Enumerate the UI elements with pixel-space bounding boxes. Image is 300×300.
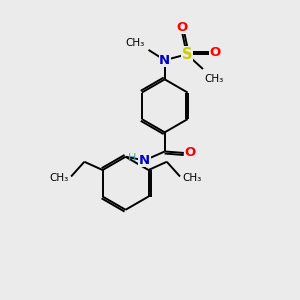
Text: CH₃: CH₃ <box>50 173 69 183</box>
Text: O: O <box>185 146 196 159</box>
Text: H: H <box>128 153 136 163</box>
Text: N: N <box>159 54 170 67</box>
Text: CH₃: CH₃ <box>182 173 202 183</box>
Text: S: S <box>182 47 192 62</box>
Text: O: O <box>210 46 221 59</box>
Text: N: N <box>139 154 150 167</box>
Text: CH₃: CH₃ <box>205 74 224 84</box>
Text: CH₃: CH₃ <box>126 38 145 47</box>
Text: O: O <box>177 21 188 34</box>
